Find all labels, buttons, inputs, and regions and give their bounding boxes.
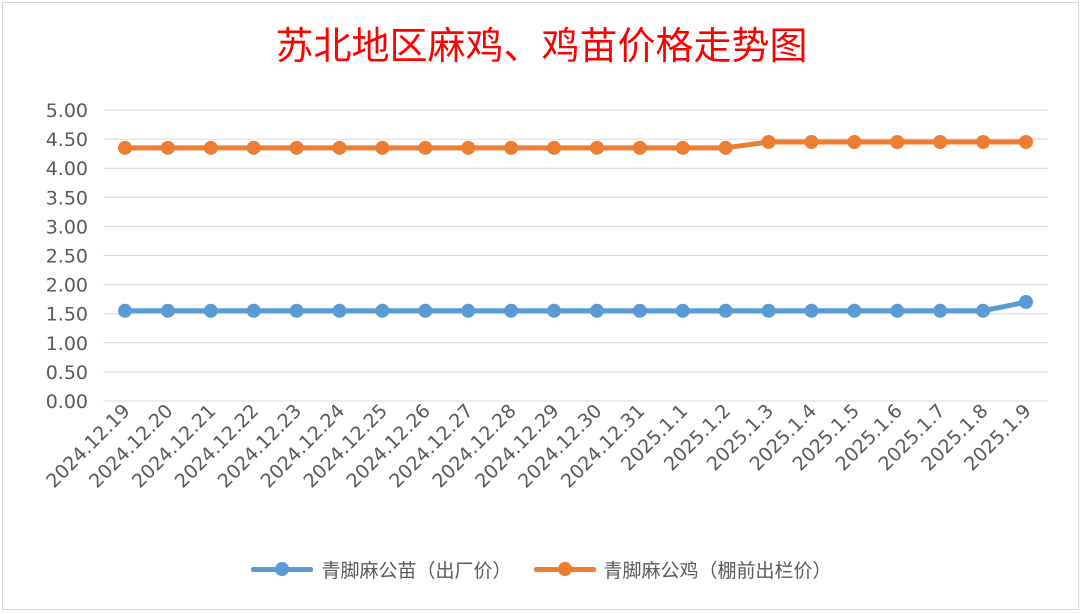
data-point	[332, 140, 347, 155]
data-point	[976, 135, 991, 150]
data-point	[118, 140, 132, 155]
data-point	[289, 140, 304, 155]
data-point	[1019, 135, 1033, 150]
data-point	[375, 140, 390, 155]
data-point	[118, 303, 132, 318]
data-point	[589, 140, 604, 155]
data-point	[504, 140, 519, 155]
data-point	[976, 303, 991, 318]
data-point	[761, 135, 776, 150]
y-tick-label: 0.50	[46, 362, 88, 384]
data-point	[418, 303, 433, 318]
y-tick-label: 4.50	[46, 129, 88, 151]
data-point	[632, 303, 647, 318]
data-point	[461, 303, 476, 318]
data-point	[332, 303, 347, 318]
data-point	[933, 303, 948, 318]
data-point	[761, 303, 776, 318]
y-axis-tick-labels: 0.00 0.50 1.00 1.50 2.00 2.50 3.00 3.50 4.00 4.50…	[46, 100, 88, 413]
y-tick-label: 2.00	[46, 275, 88, 297]
data-point	[160, 303, 175, 318]
legend-marker-rooster	[533, 559, 596, 579]
gridlines	[103, 109, 1048, 402]
data-point	[890, 303, 905, 318]
data-point	[1019, 295, 1033, 310]
data-point	[418, 140, 433, 155]
series-line-1	[122, 139, 1029, 151]
data-point	[203, 140, 218, 155]
data-point	[718, 303, 733, 318]
legend-item-rooster: 青脚麻公鸡（棚前出栏价）	[533, 556, 832, 583]
y-tick-label: 0.00	[46, 391, 88, 413]
data-point	[890, 135, 905, 150]
x-axis-tick-labels: 2024.12.192024.12.202024.12.212024.12.22…	[42, 400, 1035, 492]
legend-label-seedling: 青脚麻公苗（出厂价）	[321, 559, 512, 582]
series-line-0	[122, 299, 1029, 314]
data-point	[461, 140, 476, 155]
y-tick-label: 3.00	[46, 216, 88, 238]
data-point	[847, 135, 862, 150]
data-point	[718, 140, 733, 155]
y-tick-label: 1.00	[46, 333, 88, 355]
y-tick-label: 5.00	[46, 100, 88, 122]
data-point	[847, 303, 862, 318]
data-point	[804, 303, 819, 318]
data-point	[675, 140, 690, 155]
data-point	[933, 135, 948, 150]
chart-title: 苏北地区麻鸡、鸡苗价格走势图	[275, 24, 808, 68]
data-point	[804, 135, 819, 150]
y-tick-label: 4.00	[46, 158, 88, 180]
data-point	[547, 303, 562, 318]
data-point	[246, 303, 261, 318]
y-tick-label: 3.50	[46, 187, 88, 209]
data-point	[547, 140, 562, 155]
y-tick-label: 2.50	[46, 246, 88, 268]
legend-label-rooster: 青脚麻公鸡（棚前出栏价）	[603, 559, 832, 582]
data-point	[675, 303, 690, 318]
legend: 青脚麻公苗（出厂价） 青脚麻公鸡（棚前出栏价）	[0, 552, 1083, 586]
y-tick-label: 1.50	[46, 304, 88, 326]
data-point	[589, 303, 604, 318]
data-point	[160, 140, 175, 155]
data-point	[246, 140, 261, 155]
data-point	[375, 303, 390, 318]
legend-item-seedling: 青脚麻公苗（出厂价）	[251, 556, 512, 583]
data-point	[504, 303, 519, 318]
series-lines	[118, 135, 1033, 318]
legend-marker-seedling	[251, 559, 314, 579]
data-point	[632, 140, 647, 155]
data-point	[289, 303, 304, 318]
data-point	[203, 303, 218, 318]
